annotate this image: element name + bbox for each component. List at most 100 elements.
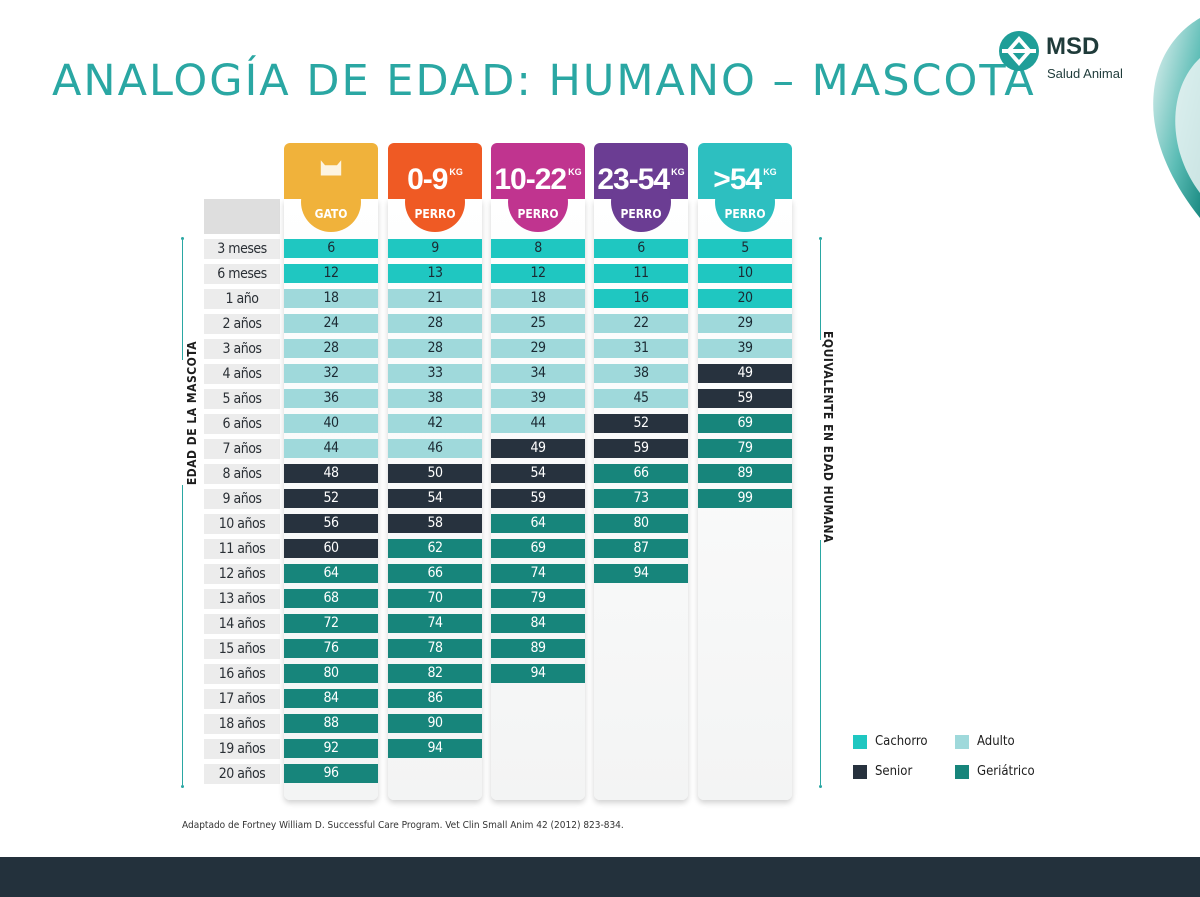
table-cell: 11 [594,264,688,283]
table-cell: 76 [284,639,378,658]
table-cell: 29 [698,314,792,333]
table-cell: 87 [594,539,688,558]
table-cell: 62 [388,539,482,558]
column-badge-circle [715,172,775,232]
table-cell: 44 [491,414,585,433]
table-cell: 28 [284,339,378,358]
table-cell: 92 [284,739,378,758]
table-cell: 56 [284,514,378,533]
right-axis-dot-bottom [819,785,822,788]
msd-logo-icon [999,31,1039,71]
table-cell: 24 [284,314,378,333]
table-cell: 12 [284,264,378,283]
age-label: 15 años [204,639,280,659]
table-cell: 36 [284,389,378,408]
age-label: 17 años [204,689,280,709]
table-cell: 94 [594,564,688,583]
decorative-swoosh [1153,18,1200,218]
column-badge-circle [508,172,568,232]
table-cell: 94 [388,739,482,758]
table-cell: 90 [388,714,482,733]
weight-range-label: >54 KG [698,146,792,206]
age-label: 6 años [204,414,280,434]
table-cell: 84 [284,689,378,708]
table-cell: 5 [698,239,792,258]
age-label: 6 meses [204,264,280,284]
age-label: 12 años [204,564,280,584]
table-cell: 25 [491,314,585,333]
legend-label: Geriátrico [977,764,1035,779]
weight-unit: KG [449,167,463,177]
table-cell: 48 [284,464,378,483]
source-citation: Adaptado de Fortney William D. Successfu… [182,820,624,831]
table-cell: 80 [284,664,378,683]
right-axis-line-top [820,240,821,340]
right-axis-line-bottom [820,540,821,785]
table-cell: 70 [388,589,482,608]
weight-range: 0-9 [407,163,448,196]
age-label: 2 años [204,314,280,334]
species-badge: GATO [314,207,348,221]
table-cell: 66 [388,564,482,583]
species-badge: PERRO [414,207,456,221]
table-cell: 39 [491,389,585,408]
table-cell: 28 [388,314,482,333]
age-label: 11 años [204,539,280,559]
table-cell: 69 [491,539,585,558]
table-cell: 54 [388,489,482,508]
table-cell: 38 [594,364,688,383]
table-cell: 86 [388,689,482,708]
table-cell: 34 [491,364,585,383]
left-axis-label: EDAD DE LA MASCOTA [185,340,200,486]
table-cell: 69 [698,414,792,433]
table-cell: 18 [491,289,585,308]
table-cell: 59 [594,439,688,458]
table-cell: 94 [491,664,585,683]
age-label: 3 años [204,339,280,359]
table-cell: 80 [594,514,688,533]
legend-label: Cachorro [875,734,928,749]
age-label: 3 meses [204,239,280,259]
table-cell: 45 [594,389,688,408]
table-cell: 8 [491,239,585,258]
legend-label: Adulto [977,734,1015,749]
table-cell: 82 [388,664,482,683]
age-label: 16 años [204,664,280,684]
table-cell: 13 [388,264,482,283]
table-cell: 29 [491,339,585,358]
table-cell: 38 [388,389,482,408]
table-cell: 99 [698,489,792,508]
table-cell: 6 [284,239,378,258]
table-cell: 42 [388,414,482,433]
table-cell: 31 [594,339,688,358]
table-cell: 73 [594,489,688,508]
age-label: 19 años [204,739,280,759]
table-cell: 84 [491,614,585,633]
legend-swatch [955,735,969,749]
age-label: 20 años [204,764,280,784]
table-cell: 6 [594,239,688,258]
left-axis-dot-top [181,237,184,240]
weight-range-label: 0-9 KG [388,146,482,206]
age-header-cell [204,199,280,234]
column-badge-circle [405,172,465,232]
table-cell: 39 [698,339,792,358]
table-cell: 52 [594,414,688,433]
age-label: 10 años [204,514,280,534]
table-cell: 16 [594,289,688,308]
column-badge-circle [301,172,361,232]
table-cell: 49 [491,439,585,458]
column-badge-circle [611,172,671,232]
table-cell: 20 [698,289,792,308]
weight-range-label: 23-54 KG [594,146,688,206]
brand-name: MSD [1046,33,1100,60]
table-cell: 89 [491,639,585,658]
weight-range: 23-54 [597,163,670,196]
age-label: 1 año [204,289,280,309]
legend-swatch [955,765,969,779]
table-cell: 10 [698,264,792,283]
weight-range-label: 10-22 KG [491,146,585,206]
table-cell: 79 [698,439,792,458]
table-cell: 96 [284,764,378,783]
age-label: 5 años [204,389,280,409]
